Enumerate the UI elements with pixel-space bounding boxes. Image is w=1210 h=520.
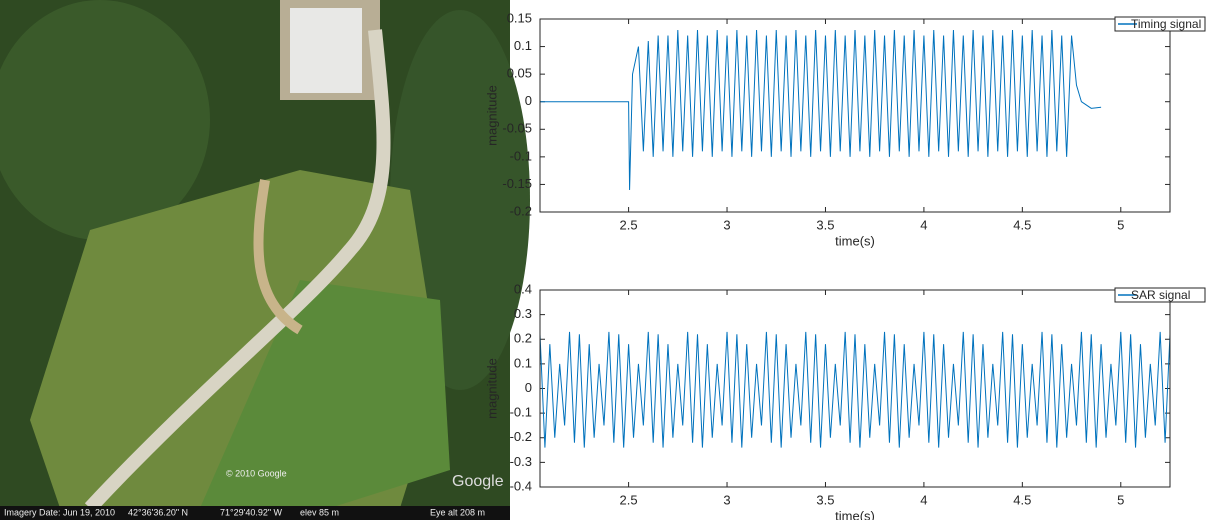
info-bar bbox=[0, 506, 510, 520]
plot-area bbox=[540, 19, 1170, 212]
y-tick-label: -0.3 bbox=[510, 454, 532, 469]
x-tick-label: 3.5 bbox=[816, 217, 834, 232]
y-tick-label: 0 bbox=[525, 380, 532, 395]
x-tick-label: 4 bbox=[920, 217, 927, 232]
axes-box bbox=[539, 289, 1171, 488]
field bbox=[200, 280, 450, 508]
chart: -0.2 -0.15 -0.1 -0.05 0 0.05 0.1 0.15 2.5 3 3.5 4 4.… bbox=[484, 10, 1206, 248]
copyright: © 2010 Google bbox=[226, 468, 287, 478]
x-axis-label: time(s) bbox=[835, 233, 875, 248]
y-tick-label: 0.2 bbox=[514, 331, 532, 346]
elevation: elev 85 m bbox=[300, 507, 339, 517]
canopy bbox=[0, 0, 210, 240]
y-tick-label: 0.15 bbox=[507, 10, 532, 25]
y-axis-label: magnitude bbox=[484, 85, 499, 146]
y-tick-label: 0.3 bbox=[514, 306, 532, 321]
x-tick-label: 5 bbox=[1117, 492, 1124, 507]
signal-line bbox=[539, 331, 1171, 448]
y-tick-label: -0.05 bbox=[502, 121, 532, 136]
x-tick-label: 4 bbox=[920, 492, 927, 507]
y-tick-label: 0.1 bbox=[514, 38, 532, 53]
building bbox=[290, 8, 362, 93]
logo: Google bbox=[452, 473, 504, 490]
imagery-date: Imagery Date: Jun 19, 2010 bbox=[4, 507, 115, 517]
y-tick-label: -0.4 bbox=[510, 478, 532, 493]
x-tick-label: 3 bbox=[723, 217, 730, 232]
y-tick-label: -0.1 bbox=[510, 405, 532, 420]
chart: -0.4 -0.3 -0.2 -0.1 0 0.1 0.2 0.3 0.4 2.5 3 3.5 4 4.5… bbox=[484, 281, 1206, 520]
track bbox=[253, 179, 303, 335]
y-tick-label: 0.05 bbox=[507, 66, 532, 81]
legend-box bbox=[1114, 16, 1206, 32]
y-tick-label: -0.1 bbox=[510, 148, 532, 163]
y-tick-label: 0.1 bbox=[514, 355, 532, 370]
longitude: 71°29'40.92" W bbox=[220, 507, 283, 517]
y-tick-label: -0.2 bbox=[510, 429, 532, 444]
legend-box bbox=[1114, 287, 1206, 303]
eye-altitude: Eye alt 208 m bbox=[430, 507, 485, 517]
x-tick-label: 4.5 bbox=[1013, 492, 1031, 507]
y-tick-label: 0 bbox=[525, 93, 532, 108]
x-tick-label: 3.5 bbox=[816, 492, 834, 507]
x-tick-label: 3 bbox=[723, 492, 730, 507]
road bbox=[84, 29, 391, 513]
y-tick-label: -0.15 bbox=[502, 176, 532, 191]
y-tick-label: 0.4 bbox=[514, 281, 532, 296]
legend-label: SAR signal bbox=[1131, 288, 1190, 302]
latitude: 42°36'36.20" N bbox=[128, 507, 188, 517]
y-tick-label: -0.2 bbox=[510, 203, 532, 218]
signal-line bbox=[540, 30, 1102, 190]
plot-area bbox=[540, 290, 1170, 487]
x-tick-label: 2.5 bbox=[620, 217, 638, 232]
legend-label: Timing signal bbox=[1131, 17, 1201, 31]
aerial-image: © 2010 Google Google Imagery Date: Jun 1… bbox=[0, 0, 530, 520]
y-axis-label: magnitude bbox=[484, 358, 499, 419]
x-tick-label: 5 bbox=[1117, 217, 1124, 232]
axes-box bbox=[539, 18, 1171, 213]
x-tick-label: 4.5 bbox=[1013, 217, 1031, 232]
x-tick-label: 2.5 bbox=[620, 492, 638, 507]
x-axis-label: time(s) bbox=[835, 508, 875, 520]
